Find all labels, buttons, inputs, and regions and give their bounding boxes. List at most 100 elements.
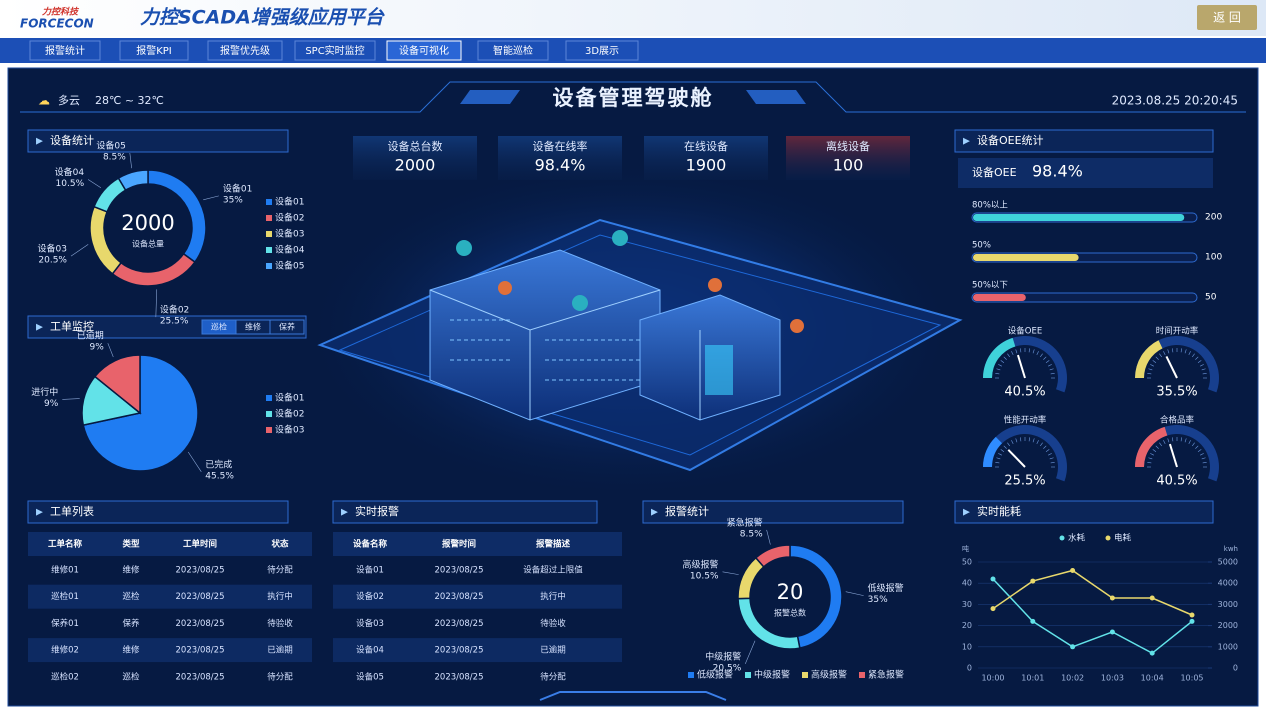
table-row-bg xyxy=(333,584,622,609)
gauge-tick xyxy=(1172,437,1174,442)
legend-swatch xyxy=(266,215,272,221)
gauge-tick xyxy=(1011,351,1014,355)
table-cell: 待分配 xyxy=(267,671,293,682)
gauge-needle xyxy=(1016,354,1026,379)
bar-value-label: 50 xyxy=(1205,293,1217,303)
legend-label: 设备01 xyxy=(275,392,304,404)
gauge-title: 性能开动率 xyxy=(1004,415,1047,426)
legend-swatch xyxy=(266,199,272,205)
table-header: 报警描述 xyxy=(536,539,571,550)
logo-cn: 力控科技 xyxy=(42,7,80,18)
nav-item[interactable] xyxy=(386,40,462,61)
center-value: 2000 xyxy=(121,211,174,235)
legend-swatch xyxy=(266,427,272,433)
table-header-bg xyxy=(333,532,622,556)
table-cell: 待验收 xyxy=(540,618,566,629)
pie-slice xyxy=(117,169,149,192)
nav-item[interactable] xyxy=(294,40,376,61)
nav-item-label[interactable]: 3D展示 xyxy=(585,45,619,57)
bar-value-label: 200 xyxy=(1205,213,1222,223)
gauge-tick xyxy=(1192,442,1195,447)
nav-item-label[interactable]: 报警统计 xyxy=(45,44,85,57)
y-tick-label: 0 xyxy=(967,664,972,673)
kpi-label: 设备在线率 xyxy=(533,139,588,153)
pie-leader xyxy=(70,244,89,257)
line-point xyxy=(1189,618,1195,624)
line-point xyxy=(990,606,996,612)
table-row-bg xyxy=(333,638,622,663)
table-cell: 待验收 xyxy=(267,618,293,629)
gauge-tick xyxy=(1000,449,1005,452)
table-cell: 巡检01 xyxy=(51,591,79,602)
nav-item[interactable] xyxy=(29,40,101,61)
slice-value-label: 20.5% xyxy=(38,256,67,266)
center-label: 报警总数 xyxy=(774,608,806,618)
gauge-tick xyxy=(1200,364,1204,367)
legend-label: 紧急报警 xyxy=(868,669,904,681)
back-button[interactable] xyxy=(1197,5,1257,30)
back-button-label[interactable]: 返 回 xyxy=(1213,11,1241,25)
nav-item-label[interactable]: SPC实时监控 xyxy=(305,44,364,57)
gauge-tick xyxy=(1188,440,1191,444)
kpi-card xyxy=(786,136,910,180)
gauge-tick xyxy=(996,457,1001,460)
gauge-tick xyxy=(1003,356,1007,360)
panel-title-bar xyxy=(27,500,289,524)
nav-item[interactable] xyxy=(477,40,549,61)
y2-tick-label: 4000 xyxy=(1218,579,1238,588)
table-cell: 设备02 xyxy=(356,591,384,602)
weather-icon: ☁ xyxy=(38,94,50,108)
nav-item[interactable] xyxy=(207,40,283,61)
pie-slice xyxy=(93,354,141,415)
legend-swatch xyxy=(266,395,272,401)
slice-value-label: 9% xyxy=(90,343,105,353)
slice-value-label: 45.5% xyxy=(205,471,234,481)
slice-label: 设备04 xyxy=(55,166,85,178)
legend-label: 设备01 xyxy=(275,196,304,208)
gauge-tick xyxy=(1188,351,1191,355)
oee-value: 98.4% xyxy=(1032,162,1083,181)
kpi-card xyxy=(353,136,477,180)
gauge-tick xyxy=(1043,445,1047,449)
gauge-tick xyxy=(1184,438,1187,443)
center-value: 20 xyxy=(777,580,804,604)
gauge-tick xyxy=(1152,449,1157,452)
gauge-tick xyxy=(1148,368,1153,371)
nav-item-label[interactable]: 报警KPI xyxy=(136,44,172,57)
legend-swatch xyxy=(688,672,694,678)
gauge-tick xyxy=(1040,353,1043,358)
tab-label[interactable]: 巡检 xyxy=(211,322,227,332)
gauge-arc xyxy=(1135,426,1168,467)
nav-item[interactable] xyxy=(565,40,639,61)
x-tick-label: 10:03 xyxy=(1101,674,1124,683)
tab-label[interactable]: 维修 xyxy=(245,322,261,332)
gauge-tick xyxy=(1155,356,1159,360)
y2-tick-label: 2000 xyxy=(1218,621,1238,630)
line-point xyxy=(1109,595,1115,601)
nav-item-label[interactable]: 智能巡检 xyxy=(493,44,533,57)
tab-label[interactable]: 保养 xyxy=(279,322,295,332)
temperature: 28℃ ~ 32℃ xyxy=(95,94,164,107)
gauge-tick xyxy=(1159,353,1162,358)
table-cell: 2023/08/25 xyxy=(176,619,225,629)
legend-swatch xyxy=(802,672,808,678)
gauge-tick xyxy=(1184,349,1187,354)
bar xyxy=(973,294,1026,301)
legend-swatch xyxy=(1059,535,1065,541)
pie-leader xyxy=(107,343,114,358)
gauge-tick xyxy=(998,364,1002,367)
gauge-value-label: 25.5% xyxy=(1004,474,1045,489)
slice-label: 已逾期 xyxy=(77,330,104,342)
nav-item-label[interactable]: 报警优先级 xyxy=(220,44,270,57)
datetime: 2023.08.25 20:20:45 xyxy=(1112,94,1238,108)
tab[interactable] xyxy=(269,319,305,335)
legend-label: 中级报警 xyxy=(754,669,790,681)
gauge-tick xyxy=(1147,462,1152,464)
table-cell: 维修02 xyxy=(51,645,79,656)
nav-item-label[interactable]: 设备可视化 xyxy=(399,44,449,57)
gauge-tick xyxy=(1011,440,1014,444)
y2-axis-label: kwh xyxy=(1224,545,1238,553)
gauge-tick xyxy=(995,462,1000,464)
nav-item[interactable] xyxy=(119,40,189,61)
